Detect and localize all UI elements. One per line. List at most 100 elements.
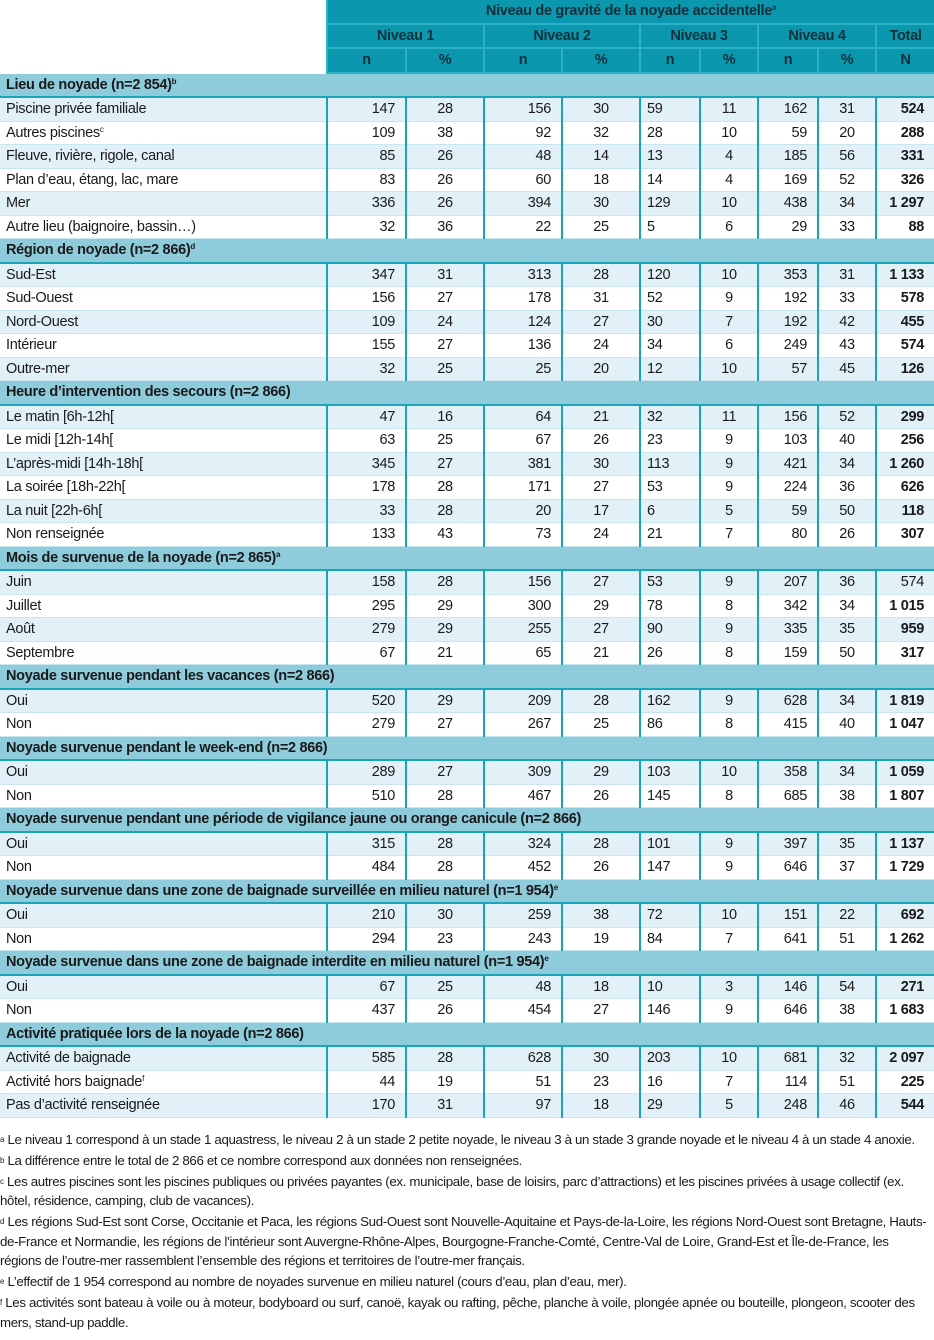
percent-cell: 7 (699, 522, 758, 547)
percent-cell: 27 (561, 570, 640, 595)
count-cell: 85 (326, 144, 406, 169)
percent-cell: 7 (699, 310, 758, 334)
percent-cell: 9 (699, 428, 758, 453)
count-cell: 23 (639, 428, 700, 453)
percent-cell: 5 (699, 499, 758, 523)
count-cell: 109 (326, 310, 406, 334)
count-cell: 12 (639, 357, 700, 381)
table-row: Non 294 23 243 19 84 7 641 51 1 262 (0, 927, 934, 951)
percent-cell: 28 (405, 570, 484, 595)
footnote: f Les activités sont bateau à voile ou à… (0, 1295, 915, 1330)
percent-cell: 27 (561, 617, 640, 642)
count-cell: 78 (639, 594, 700, 618)
pct-header: % (699, 48, 758, 74)
row-label: Autre lieu (baignoire, bassin…) (0, 215, 327, 239)
percent-cell: 28 (405, 499, 484, 523)
percent-cell: 10 (699, 121, 758, 145)
percent-cell: 33 (817, 215, 876, 239)
count-cell: 210 (326, 903, 406, 928)
total-cell: 1 729 (874, 855, 934, 880)
percent-cell: 30 (405, 903, 484, 928)
count-cell: 353 (757, 262, 818, 287)
count-cell: 52 (639, 286, 700, 311)
row-label: Plan d’eau, étang, lac, mare (0, 168, 327, 192)
percent-cell: 7 (699, 927, 758, 951)
percent-cell: 22 (817, 903, 876, 928)
percent-cell: 26 (405, 191, 484, 216)
percent-cell: 4 (699, 144, 758, 169)
section-title: Noyade survenue dans une zone de baignad… (0, 879, 934, 904)
section-header: Noyade survenue dans une zone de baignad… (0, 950, 934, 976)
percent-cell: 18 (561, 1093, 640, 1118)
percent-cell: 27 (405, 712, 484, 737)
total-cell: 959 (874, 617, 934, 642)
row-label: Activité hors baignadef (0, 1070, 327, 1094)
total-cell: 118 (874, 499, 934, 523)
percent-cell: 26 (817, 522, 876, 547)
pct-header: % (405, 48, 484, 74)
count-cell: 80 (757, 522, 818, 547)
percent-cell: 28 (405, 1046, 484, 1071)
total-cell: 1 297 (874, 191, 934, 216)
count-cell: 336 (326, 191, 406, 216)
count-cell: 109 (326, 121, 406, 145)
percent-cell: 52 (817, 168, 876, 192)
row-label: Fleuve, rivière, rigole, canal (0, 144, 327, 169)
total-header: Total (874, 23, 934, 49)
count-cell: 28 (639, 121, 700, 145)
row-label: Activité de baignade (0, 1046, 327, 1071)
count-cell: 16 (639, 1070, 700, 1094)
row-label: Autres piscinesc (0, 121, 327, 145)
total-cell: 88 (874, 215, 934, 239)
percent-cell: 28 (405, 784, 484, 808)
total-cell: 1 262 (874, 927, 934, 951)
count-cell: 25 (483, 357, 562, 381)
percent-cell: 21 (405, 641, 484, 665)
table-row: Plan d’eau, étang, lac, mare 83 26 60 18 14 4 1… (0, 168, 934, 192)
percent-cell: 29 (405, 688, 484, 713)
percent-cell: 9 (699, 570, 758, 595)
total-cell: 578 (874, 286, 934, 311)
percent-cell: 34 (817, 760, 876, 785)
count-cell: 178 (483, 286, 562, 311)
table-row: La soirée [18h-22h[178 28 171 27 53 9 224 36 626 (0, 475, 934, 500)
count-cell: 29 (757, 215, 818, 239)
table-row: Non 484 28 452 26 147 9 646 37 1 729 (0, 855, 934, 880)
count-cell: 60 (483, 168, 562, 192)
count-cell: 155 (326, 333, 406, 358)
count-cell: 279 (326, 712, 406, 737)
count-cell: 324 (483, 831, 562, 856)
percent-cell: 51 (817, 927, 876, 951)
count-cell: 53 (639, 570, 700, 595)
percent-cell: 28 (561, 831, 640, 856)
percent-cell: 8 (699, 784, 758, 808)
count-cell: 5 (639, 215, 700, 239)
percent-cell: 26 (405, 168, 484, 192)
percent-cell: 32 (817, 1046, 876, 1071)
table-row: Sud-Est 347 31 313 28 120 10 353 31 1 133 (0, 262, 934, 287)
percent-cell: 33 (817, 286, 876, 311)
table-row: Mer 336 26 394 30 129 10 438 34 1 297 (0, 191, 934, 216)
total-cell: 1 137 (874, 831, 934, 856)
table-row: Non 279 27 267 25 86 8 415 40 1 047 (0, 712, 934, 737)
section-title: Mois de survenue de la noyade (n=2 865)a (0, 546, 934, 571)
percent-cell: 32 (561, 121, 640, 145)
percent-cell: 25 (561, 215, 640, 239)
percent-cell: 5 (699, 1093, 758, 1118)
count-cell: 73 (483, 522, 562, 547)
percent-cell: 19 (561, 927, 640, 951)
percent-cell: 29 (561, 760, 640, 785)
percent-cell: 8 (699, 641, 758, 665)
level-1-header: Niveau 1 (326, 23, 484, 49)
percent-cell: 30 (561, 191, 640, 216)
count-cell: 147 (639, 855, 700, 880)
percent-cell: 24 (405, 310, 484, 334)
percent-cell: 31 (817, 97, 876, 122)
percent-cell: 43 (405, 522, 484, 547)
count-cell: 335 (757, 617, 818, 642)
table-row: Nord-Ouest 109 24 124 27 30 7 192 42 455 (0, 310, 934, 334)
percent-cell: 28 (561, 262, 640, 287)
percent-cell: 21 (561, 404, 640, 429)
percent-cell: 10 (699, 262, 758, 287)
section-header: Région de noyade (n=2 866)d (0, 238, 934, 264)
